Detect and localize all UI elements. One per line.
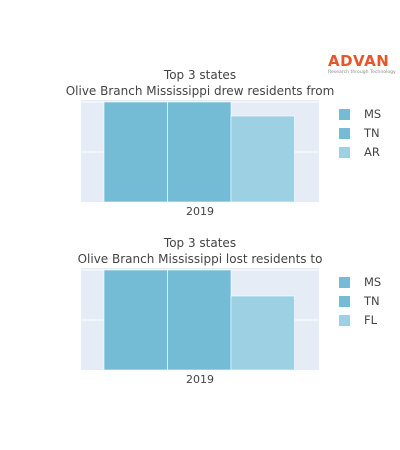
advan-logo: ADVAN Research through Technology	[328, 52, 396, 79]
chart-1-title-line-1: Top 3 states	[163, 68, 237, 82]
legend-swatch-ar[interactable]	[339, 147, 350, 158]
legend-label-tn[interactable]: TN	[363, 126, 380, 140]
legend-swatch-ms[interactable]	[339, 277, 350, 288]
legend-label-ms[interactable]: MS	[364, 107, 381, 121]
legend-label-fl[interactable]: FL	[364, 313, 378, 327]
legend-swatch-tn[interactable]	[339, 128, 350, 139]
bar-tn[interactable]	[167, 269, 232, 371]
bar-ms[interactable]	[103, 269, 168, 371]
logo-wordmark: ADVAN	[328, 52, 390, 70]
chart-2-svg: MS TN FL 2019	[81, 268, 381, 386]
bar-ar[interactable]	[230, 115, 295, 203]
legend-label-ar[interactable]: AR	[364, 145, 380, 159]
bar-ms[interactable]	[103, 101, 168, 203]
chart-2-title-line-2: Olive Branch Mississippi lost residents …	[77, 252, 323, 266]
x-tick-label: 2019	[186, 373, 214, 386]
chart-1-title-line-2: Olive Branch Mississippi drew residents …	[65, 84, 335, 98]
legend-label-tn[interactable]: TN	[363, 294, 380, 308]
x-tick-label: 2019	[186, 205, 214, 218]
chart-1-svg: MS TN AR 2019	[81, 100, 381, 218]
chart-2-title-line-1: Top 3 states	[163, 236, 237, 250]
logo-tagline: Research through Technology	[328, 70, 396, 75]
legend-label-ms[interactable]: MS	[364, 275, 381, 289]
legend-swatch-ms[interactable]	[339, 109, 350, 120]
bar-tn[interactable]	[167, 101, 232, 203]
legend-swatch-fl[interactable]	[339, 315, 350, 326]
bar-fl[interactable]	[230, 295, 295, 371]
legend-swatch-tn[interactable]	[339, 296, 350, 307]
